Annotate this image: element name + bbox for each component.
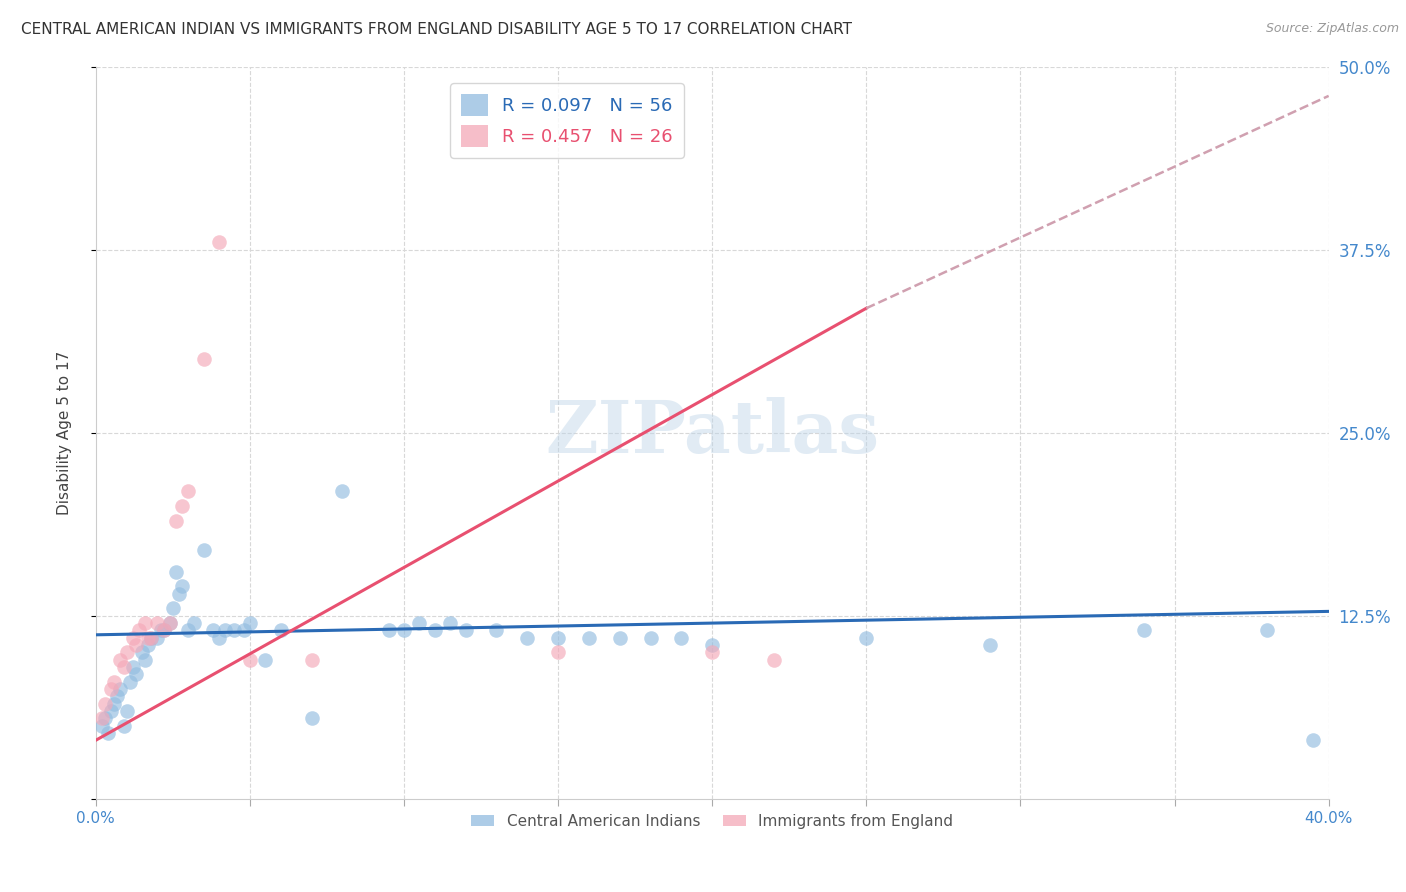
Point — [146, 631, 169, 645]
Point — [193, 542, 215, 557]
Point — [702, 638, 724, 652]
Point — [201, 624, 224, 638]
Point — [152, 624, 174, 638]
Point — [115, 645, 138, 659]
Point — [100, 681, 122, 696]
Point — [439, 616, 461, 631]
Point — [208, 631, 231, 645]
Point — [149, 624, 172, 638]
Point — [110, 681, 132, 696]
Point — [110, 653, 132, 667]
Point — [547, 645, 569, 659]
Point — [377, 624, 399, 638]
Point — [172, 579, 194, 593]
Point — [162, 601, 184, 615]
Point — [115, 704, 138, 718]
Point — [103, 674, 125, 689]
Y-axis label: Disability Age 5 to 17: Disability Age 5 to 17 — [58, 351, 72, 515]
Point — [979, 638, 1001, 652]
Point — [167, 587, 190, 601]
Point — [128, 624, 150, 638]
Point — [232, 624, 254, 638]
Text: Source: ZipAtlas.com: Source: ZipAtlas.com — [1265, 22, 1399, 36]
Point — [239, 616, 262, 631]
Point — [301, 711, 323, 725]
Point — [224, 624, 246, 638]
Point — [423, 624, 446, 638]
Point — [177, 484, 200, 499]
Point — [193, 352, 215, 367]
Point — [177, 624, 200, 638]
Point — [516, 631, 538, 645]
Point — [702, 645, 724, 659]
Point — [134, 616, 156, 631]
Text: ZIPatlas: ZIPatlas — [546, 397, 879, 468]
Point — [640, 631, 662, 645]
Point — [159, 616, 181, 631]
Point — [152, 624, 174, 638]
Point — [671, 631, 693, 645]
Point — [254, 653, 277, 667]
Point — [547, 631, 569, 645]
Point — [172, 499, 194, 513]
Point — [609, 631, 631, 645]
Point — [118, 674, 141, 689]
Point — [239, 653, 262, 667]
Point — [100, 704, 122, 718]
Point — [159, 616, 181, 631]
Point — [125, 667, 148, 681]
Point — [121, 631, 143, 645]
Point — [112, 718, 135, 732]
Point — [134, 653, 156, 667]
Point — [332, 484, 354, 499]
Point — [94, 711, 117, 725]
Point — [121, 660, 143, 674]
Point — [125, 638, 148, 652]
Point — [270, 624, 292, 638]
Point — [91, 711, 114, 725]
Point — [183, 616, 205, 631]
Point — [485, 624, 508, 638]
Point — [165, 514, 187, 528]
Point — [103, 697, 125, 711]
Point — [214, 624, 236, 638]
Point — [1256, 624, 1278, 638]
Point — [136, 638, 159, 652]
Point — [392, 624, 415, 638]
Text: CENTRAL AMERICAN INDIAN VS IMMIGRANTS FROM ENGLAND DISABILITY AGE 5 TO 17 CORREL: CENTRAL AMERICAN INDIAN VS IMMIGRANTS FR… — [21, 22, 852, 37]
Point — [141, 631, 163, 645]
Point — [762, 653, 785, 667]
Point — [91, 718, 114, 732]
Point — [408, 616, 430, 631]
Point — [855, 631, 877, 645]
Point — [97, 726, 120, 740]
Point — [578, 631, 600, 645]
Legend: Central American Indians, Immigrants from England: Central American Indians, Immigrants fro… — [465, 808, 959, 835]
Point — [112, 660, 135, 674]
Point — [141, 631, 163, 645]
Point — [131, 645, 153, 659]
Point — [94, 697, 117, 711]
Point — [454, 624, 477, 638]
Point — [165, 565, 187, 579]
Point — [1132, 624, 1154, 638]
Point — [1302, 733, 1324, 747]
Point — [146, 616, 169, 631]
Point — [105, 690, 128, 704]
Point — [136, 631, 159, 645]
Point — [301, 653, 323, 667]
Point — [208, 235, 231, 250]
